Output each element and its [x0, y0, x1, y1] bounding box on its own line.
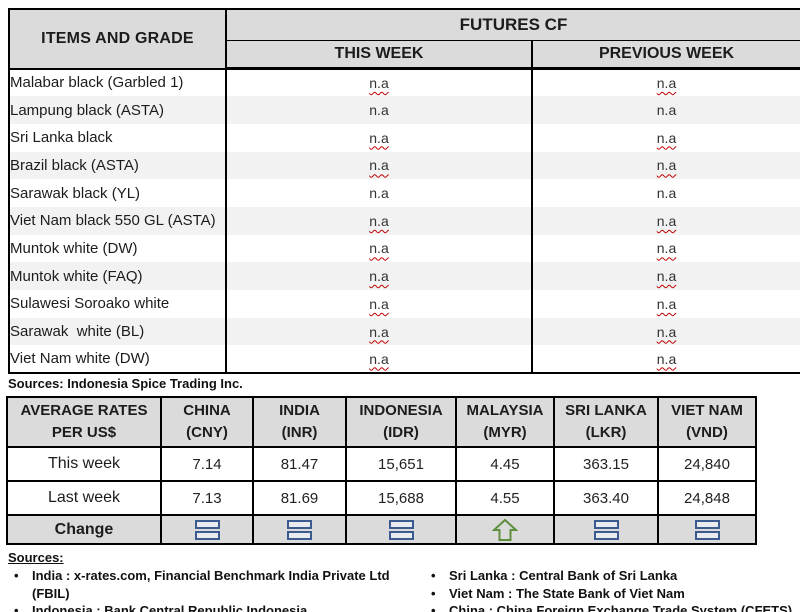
item-name: Malabar black (Garbled 1): [8, 68, 227, 97]
futures-table: ITEMS AND GRADE FUTURES CF THIS WEEK PRE…: [8, 8, 800, 375]
source-item: Viet Nam : The State Bank of Viet Nam: [425, 585, 792, 603]
item-name: Viet Nam white (DW): [8, 345, 227, 375]
rate-value: 4.45: [455, 446, 555, 483]
item-name: Sarawak black (YL): [8, 179, 227, 207]
column-header-china: CHINA (CNY): [160, 396, 254, 449]
table-row: Sri Lanka black n.a n.a: [8, 123, 800, 152]
change-cell: [553, 514, 659, 546]
item-name: Sri Lanka black: [8, 123, 227, 152]
source-item: China : China Foreign Exchange Trade Sys…: [425, 602, 792, 612]
rate-value: 363.40: [553, 480, 659, 517]
row-label-change: Change: [6, 514, 162, 546]
items-and-grade-header: ITEMS AND GRADE: [8, 8, 227, 70]
rate-value: 81.69: [252, 480, 347, 517]
sources-heading: Sources:: [8, 550, 64, 566]
prev-week-value: n.a: [656, 323, 677, 340]
item-name: Brazil black (ASTA): [8, 151, 227, 180]
futures-source-note: Sources: Indonesia Spice Trading Inc.: [8, 376, 243, 392]
this-week-value: n.a: [369, 185, 389, 202]
column-header-sri-lanka: SRI LANKA (LKR): [553, 396, 659, 449]
change-cell: [252, 514, 347, 546]
item-name: Sarawak white (BL): [8, 317, 227, 346]
source-item: Sri Lanka : Central Bank of Sri Lanka: [425, 567, 792, 585]
table-row: Viet Nam white (DW) n.a n.a: [8, 345, 800, 375]
rate-value: 15,651: [345, 446, 457, 483]
rate-value: 81.47: [252, 446, 347, 483]
previous-week-header: PREVIOUS WEEK: [530, 40, 800, 70]
prev-week-value: n.a: [656, 129, 677, 146]
prev-week-value: n.a: [656, 268, 677, 285]
prev-week-value: n.a: [656, 350, 677, 367]
prev-week-value: n.a: [656, 75, 677, 92]
change-cell: [160, 514, 254, 546]
row-label-this-week: This week: [6, 446, 162, 483]
column-header-viet-nam: VIET NAM (VND): [657, 396, 757, 449]
average-rates-table: AVERAGE RATES PER US$ CHINA (CNY) INDIA …: [6, 396, 757, 546]
this-week-value: n.a: [369, 268, 389, 285]
table-row: Sarawak black (YL) n.a n.a: [8, 179, 800, 207]
average-rates-header: AVERAGE RATES PER US$: [6, 396, 162, 449]
table-row: Viet Nam black 550 GL (ASTA) n.a n.a: [8, 206, 800, 235]
change-cell: [455, 514, 555, 546]
prev-week-value: n.a: [656, 295, 677, 312]
this-week-header: THIS WEEK: [225, 40, 533, 70]
table-row: Malabar black (Garbled 1) n.a n.a: [8, 68, 800, 97]
this-week-row: This week 7.14 81.47 15,651 4.45 363.15 …: [6, 446, 757, 483]
table-row: Lampung black (ASTA) n.a n.a: [8, 96, 800, 124]
prev-week-value: n.a: [656, 240, 677, 257]
equal-icon: [194, 518, 220, 542]
source-item: Indonesia : Bank Central Republic Indone…: [8, 602, 413, 612]
last-week-row: Last week 7.13 81.69 15,688 4.55 363.40 …: [6, 480, 757, 517]
change-row: Change: [6, 514, 757, 546]
average-rates-header-line2: PER US$: [51, 424, 117, 442]
rate-value: 363.15: [553, 446, 659, 483]
table-row: Muntok white (FAQ) n.a n.a: [8, 262, 800, 290]
this-week-value: n.a: [369, 75, 389, 92]
prev-week-value: n.a: [656, 157, 677, 174]
item-name: Muntok white (DW): [8, 234, 227, 263]
table-row: Sulawesi Soroako white n.a n.a: [8, 290, 800, 318]
prev-week-value: n.a: [656, 212, 677, 229]
this-week-value: n.a: [369, 295, 389, 312]
this-week-value: n.a: [369, 129, 389, 146]
column-header-indonesia: INDONESIA (IDR): [345, 396, 457, 449]
rate-value: 7.13: [160, 480, 254, 517]
rate-value: 24,840: [657, 446, 757, 483]
change-cell: [657, 514, 757, 546]
change-cell: [345, 514, 457, 546]
this-week-value: n.a: [369, 323, 389, 340]
rate-value: 4.55: [455, 480, 555, 517]
average-rates-header-line1: AVERAGE RATES: [20, 402, 148, 420]
item-name: Muntok white (FAQ): [8, 262, 227, 290]
table-row: Muntok white (DW) n.a n.a: [8, 234, 800, 263]
this-week-value: n.a: [369, 212, 389, 229]
up-arrow-icon: [492, 518, 518, 541]
item-name: Lampung black (ASTA): [8, 96, 227, 124]
prev-week-value: n.a: [656, 102, 677, 119]
rate-value: 15,688: [345, 480, 457, 517]
table-row: Sarawak white (BL) n.a n.a: [8, 317, 800, 346]
futures-cf-header: FUTURES CF: [224, 8, 800, 41]
item-name: Sulawesi Soroako white: [8, 290, 227, 318]
this-week-value: n.a: [369, 157, 389, 174]
rate-value: 24,848: [657, 480, 757, 517]
prev-week-value: n.a: [656, 185, 677, 202]
source-item: India : x-rates.com, Financial Benchmark…: [8, 567, 413, 602]
row-label-last-week: Last week: [6, 480, 162, 517]
item-name: Viet Nam black 550 GL (ASTA): [8, 206, 227, 235]
this-week-value: n.a: [369, 240, 389, 257]
rate-value: 7.14: [160, 446, 254, 483]
equal-icon: [694, 518, 720, 542]
table-row: Brazil black (ASTA) n.a n.a: [8, 151, 800, 180]
this-week-value: n.a: [369, 102, 389, 119]
column-header-india: INDIA (INR): [252, 396, 347, 449]
sources-left-column: India : x-rates.com, Financial Benchmark…: [8, 567, 413, 612]
equal-icon: [593, 518, 619, 542]
sources-right-column: Sri Lanka : Central Bank of Sri Lanka Vi…: [425, 567, 792, 612]
this-week-value: n.a: [369, 350, 389, 367]
equal-icon: [287, 518, 312, 542]
sources-section: Sources: India : x-rates.com, Financial …: [8, 550, 800, 612]
column-header-malaysia: MALAYSIA (MYR): [455, 396, 555, 449]
equal-icon: [388, 518, 414, 542]
